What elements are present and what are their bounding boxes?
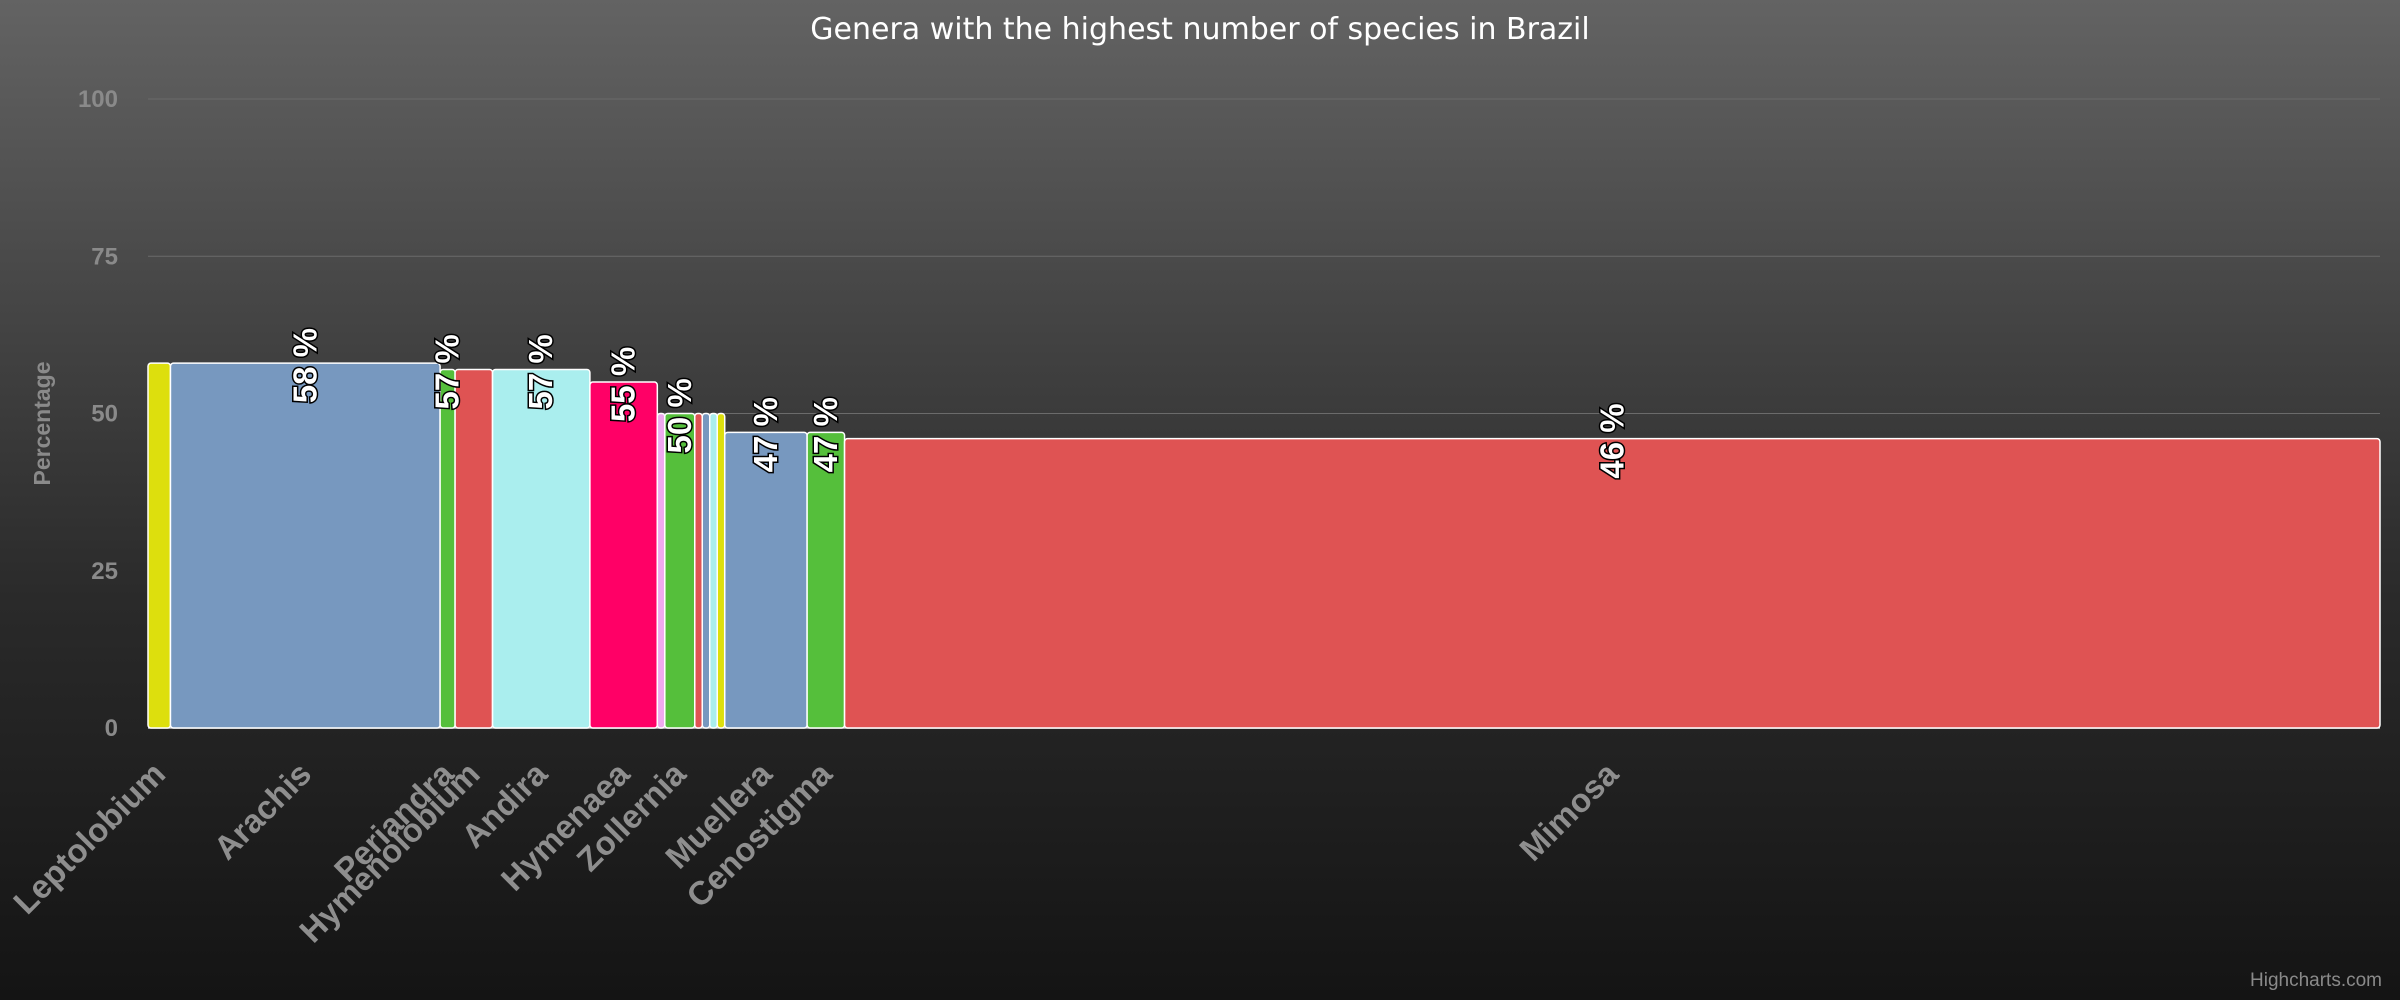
y-tick-label: 50 [91, 401, 118, 428]
bar-hymenolobium[interactable] [454, 368, 494, 729]
data-label: 46 % [1593, 403, 1630, 478]
x-tick-label: Arachis [206, 755, 318, 867]
bar-andira[interactable] [491, 368, 591, 729]
bar-zollernia[interactable] [664, 412, 696, 729]
y-axis-ticks: 0 25 50 75 100 [78, 86, 118, 742]
x-tick-label: Leptolobium [6, 755, 172, 921]
credits-link[interactable]: Highcharts.com [2250, 970, 2382, 991]
bar[interactable] [716, 412, 726, 729]
data-labels: 58 % 57 % 57 % 55 % 50 % 47 % 47 % 46 % [285, 326, 1632, 480]
bars [147, 362, 2381, 729]
y-tick-label: 100 [78, 86, 118, 113]
y-tick-label: 0 [105, 715, 118, 742]
bar-mimosa[interactable] [843, 437, 2381, 729]
data-label: 58 % [286, 328, 323, 403]
bar-cenostigma[interactable] [806, 431, 846, 729]
data-label: 47 % [807, 397, 844, 472]
bar-arachis[interactable] [169, 362, 441, 729]
chart-title: Genera with the highest number of specie… [810, 12, 1590, 47]
data-label: 57 % [429, 334, 466, 409]
bar-leptolobium[interactable] [147, 362, 172, 729]
data-label: 55 % [605, 347, 642, 422]
x-tick-label: Hymenolobium [292, 755, 487, 950]
x-tick-label: Mimosa [1512, 754, 1625, 867]
bar-muellera[interactable] [723, 431, 808, 729]
data-label: 50 % [661, 378, 698, 453]
data-label: 57 % [522, 334, 559, 409]
y-tick-label: 75 [91, 243, 118, 270]
y-tick-label: 25 [91, 558, 118, 585]
bar[interactable] [708, 412, 718, 729]
bar[interactable] [694, 412, 704, 729]
x-axis-ticks: Leptolobium Arachis PeriandraHymenolobiumA… [6, 754, 1626, 949]
y-axis-label: Percentage [29, 361, 55, 485]
bar[interactable] [656, 412, 666, 729]
bar-periandra[interactable] [439, 368, 456, 729]
bar-hymenaea[interactable] [589, 381, 659, 729]
bar[interactable] [701, 412, 711, 729]
data-label: 47 % [747, 397, 784, 472]
